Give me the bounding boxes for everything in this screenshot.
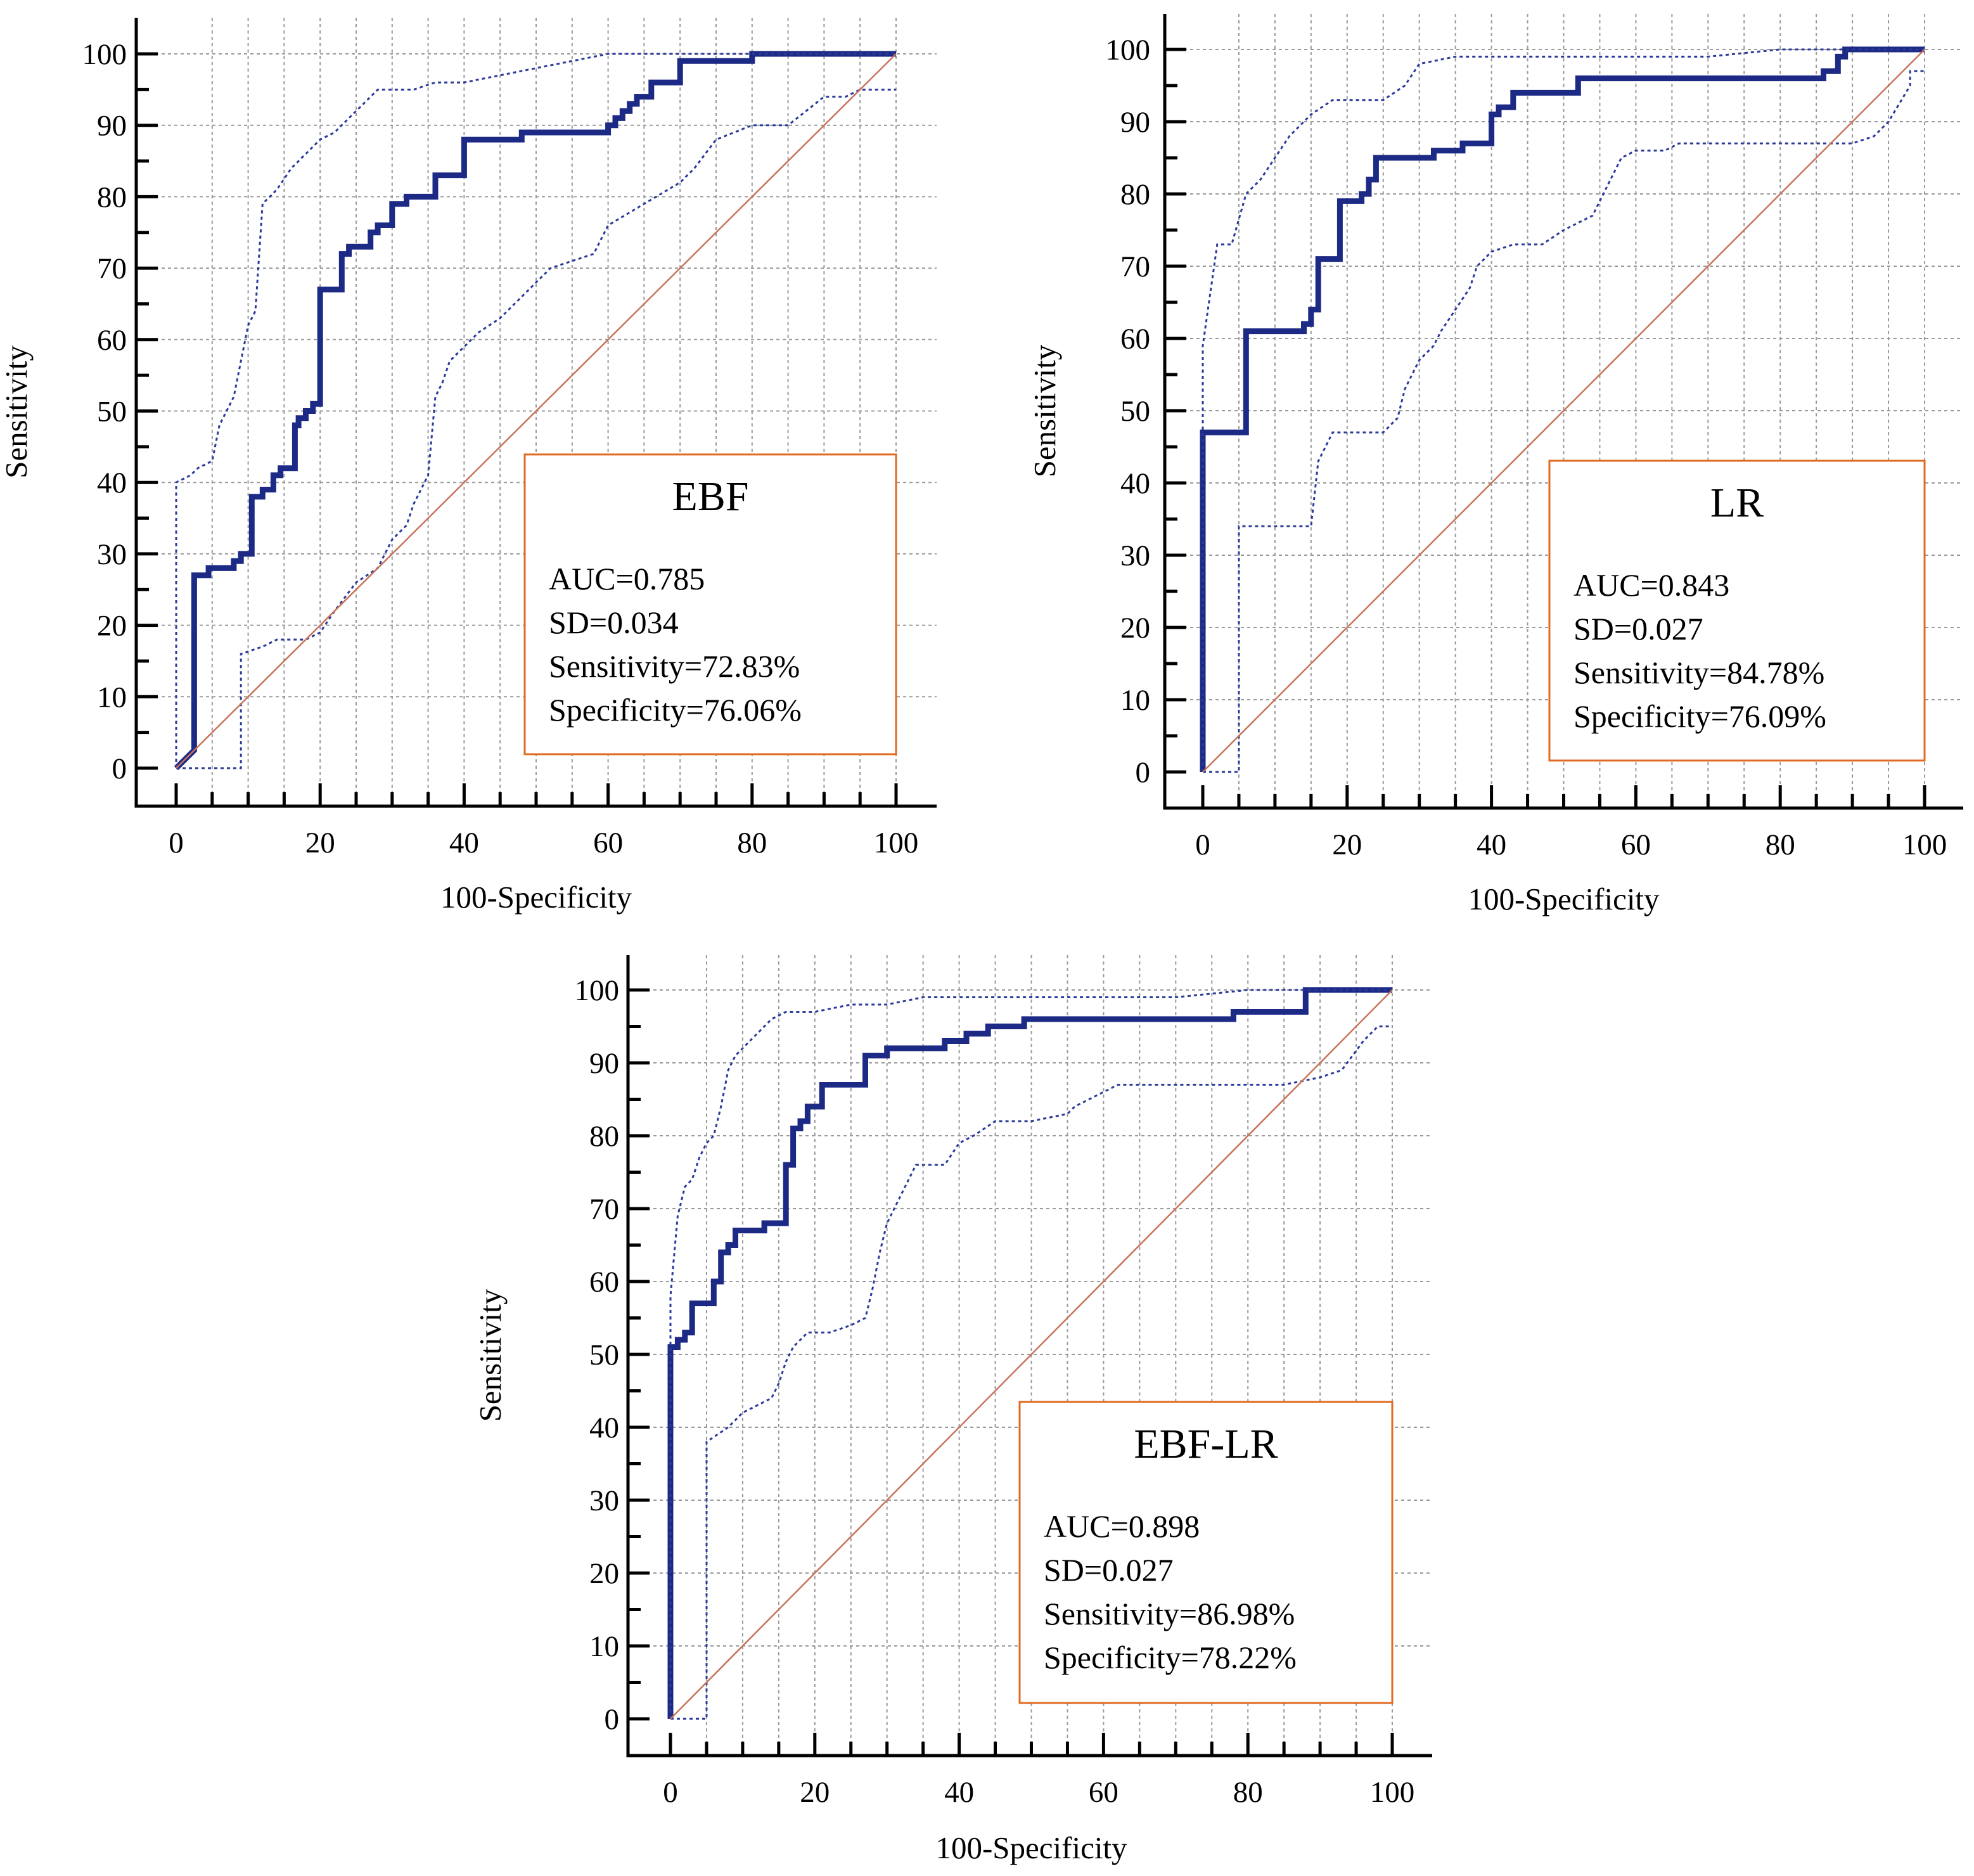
- y-tick-label: 90: [589, 1047, 619, 1080]
- y-axis-label: Sensitivity: [1027, 344, 1062, 477]
- y-tick-label: 20: [1120, 612, 1150, 645]
- ci-lower-line: [176, 88, 896, 769]
- x-tick-label: 80: [1766, 828, 1795, 861]
- x-tick-label: 80: [737, 826, 767, 859]
- y-tick-label: 100: [82, 38, 127, 71]
- axis-frame: [626, 955, 1432, 1757]
- stat-line: AUC=0.898: [1044, 1508, 1200, 1544]
- stat-line: SD=0.027: [1573, 611, 1703, 646]
- roc-panel-ebf-lr: 0 20 40 60 80 100 0 10 20 30 40 50 60 70 80 90 100 100-Sp…: [473, 955, 1432, 1865]
- y-tick-label: 30: [97, 538, 127, 571]
- y-axis-label: Sensitivity: [0, 345, 34, 479]
- y-tick-label: 40: [589, 1411, 619, 1444]
- y-tick-label: 0: [1136, 756, 1151, 789]
- y-tick-label: 10: [1120, 684, 1150, 717]
- ci-upper-line: [1202, 48, 1925, 772]
- y-tick-label: 60: [97, 324, 127, 357]
- y-tick-label: 50: [97, 395, 127, 428]
- model-title: EBF-LR: [1134, 1421, 1278, 1467]
- y-tick-label: 80: [1120, 178, 1150, 211]
- y-tick-label: 30: [1120, 539, 1150, 572]
- x-tick-label: 100: [874, 826, 919, 859]
- y-tick-label: 90: [1120, 106, 1150, 139]
- model-title: LR: [1710, 480, 1764, 526]
- x-tick-label: 40: [1477, 828, 1506, 861]
- y-tick-label: 40: [1120, 467, 1150, 500]
- y-tick-label: 70: [1120, 250, 1150, 283]
- axis-frame: [1163, 14, 1963, 810]
- stat-line: SD=0.027: [1044, 1552, 1174, 1588]
- roc-curve-line: [1200, 46, 1925, 772]
- y-tick-label: 60: [1120, 323, 1150, 356]
- y-axis-label: Sensitivity: [473, 1288, 508, 1422]
- roc-curve-line: [174, 51, 896, 771]
- y-tick-label: 90: [97, 110, 127, 143]
- y-tick-label: 20: [589, 1557, 619, 1590]
- x-tick-label: 60: [1089, 1776, 1118, 1809]
- x-tick-label: 60: [1621, 828, 1651, 861]
- x-axis-label: 100-Specificity: [1468, 882, 1660, 916]
- x-axis-label: 100-Specificity: [935, 1830, 1127, 1865]
- x-tick-label: 20: [305, 826, 335, 859]
- stat-line: Sensitivity=86.98%: [1044, 1596, 1295, 1631]
- y-tick-label: 100: [575, 974, 620, 1007]
- stat-line: AUC=0.843: [1573, 567, 1729, 603]
- reference-diagonal-line: [670, 989, 1393, 1719]
- stats-box: [523, 453, 897, 755]
- x-tick-label: 60: [593, 826, 623, 859]
- stat-line: Specificity=76.09%: [1573, 698, 1826, 734]
- x-tick-label: 100: [1902, 828, 1947, 861]
- axis-frame: [134, 18, 937, 808]
- y-tick-label: 100: [1106, 34, 1151, 67]
- stats-box: [1548, 459, 1926, 762]
- y-tick-label: 50: [1120, 395, 1150, 428]
- y-tick-label: 30: [589, 1484, 619, 1517]
- y-tick-label: 70: [97, 252, 127, 285]
- roc-curve-line: [667, 987, 1392, 1719]
- roc-panel-lr: 0 20 40 60 80 100 0 10 20 30 40 50 60 70 80 90 100 100-Sp…: [1027, 14, 1963, 916]
- stat-line: Sensitivity=72.83%: [549, 648, 800, 684]
- y-tick-label: 80: [589, 1120, 619, 1153]
- reference-diagonal-line: [176, 53, 897, 769]
- model-title: EBF: [672, 473, 748, 520]
- ci-lower-line: [670, 1025, 1392, 1720]
- x-tick-label: 40: [944, 1776, 974, 1809]
- roc-panel-ebf: 0 20 40 60 80 100 0 10 20 30 40 50 60 70 80 90 100 100-Sp…: [0, 18, 937, 915]
- ci-lower-line: [1203, 70, 1925, 773]
- y-tick-label: 20: [97, 610, 127, 643]
- x-tick-label: 0: [169, 826, 184, 859]
- stat-line: Specificity=78.22%: [1044, 1640, 1297, 1675]
- y-tick-label: 70: [589, 1193, 619, 1226]
- stat-line: AUC=0.785: [549, 561, 705, 596]
- y-tick-label: 60: [589, 1266, 619, 1299]
- y-tick-label: 40: [97, 466, 127, 499]
- y-tick-label: 50: [589, 1339, 619, 1372]
- stats-box: [1018, 1401, 1394, 1704]
- x-tick-label: 100: [1370, 1776, 1415, 1809]
- stat-line: Sensitivity=84.78%: [1573, 655, 1824, 690]
- y-tick-label: 0: [605, 1703, 620, 1736]
- x-tick-label: 40: [449, 826, 479, 859]
- y-tick-label: 0: [112, 752, 127, 785]
- stat-line: Specificity=76.06%: [549, 692, 802, 728]
- x-tick-label: 0: [1195, 828, 1210, 861]
- x-tick-label: 0: [663, 1776, 678, 1809]
- x-axis-label: 100-Specificity: [440, 880, 632, 915]
- stat-line: SD=0.034: [549, 605, 679, 640]
- y-tick-label: 10: [589, 1630, 619, 1663]
- y-tick-label: 80: [97, 181, 127, 214]
- y-tick-label: 10: [97, 681, 127, 714]
- x-tick-label: 20: [1332, 828, 1362, 861]
- ci-upper-line: [175, 53, 896, 768]
- reference-diagonal-line: [1202, 49, 1925, 773]
- x-tick-label: 20: [800, 1776, 830, 1809]
- x-tick-label: 80: [1233, 1776, 1263, 1809]
